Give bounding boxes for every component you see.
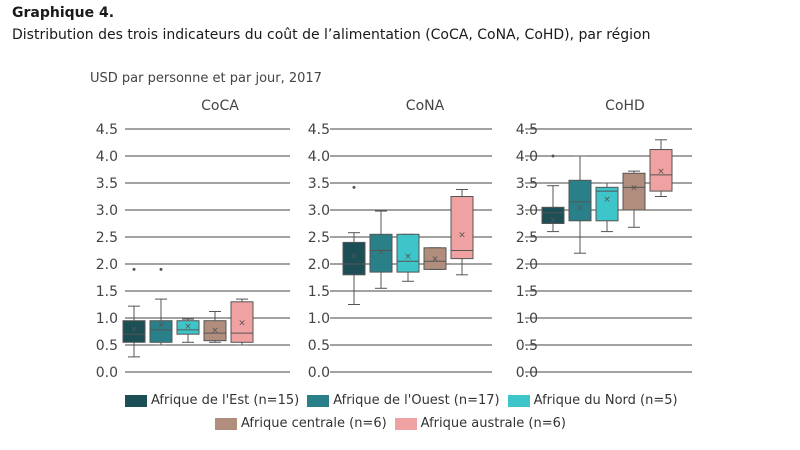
y-tick-label-coca: 0.5: [96, 338, 118, 354]
legend-swatch-afrique-nord: [507, 394, 530, 407]
y-tick-label-cona: 2.5: [308, 230, 330, 246]
y-tick-label-cona: 1.5: [308, 284, 330, 300]
y-tick-label-cona: 3.0: [308, 203, 330, 219]
y-tick-label-cohd: 3.0: [516, 203, 538, 219]
y-tick-label-coca: 0.0: [96, 365, 118, 381]
legend-swatch-afrique-australe: [394, 417, 417, 430]
y-tick-label-cohd: 4.0: [516, 149, 538, 165]
coca-box-3-iqr: [203, 320, 227, 342]
coca-box-2-mean-marker: ×: [184, 322, 192, 332]
y-tick-label-cohd: 2.5: [516, 230, 538, 246]
legend-item-afrique-nord: Afrique du Nord (n=5): [507, 393, 678, 408]
cohd-box-1-mean-marker: ×: [576, 203, 584, 213]
cona-box-2-iqr: [396, 233, 420, 273]
coca-box-1-outlier: [159, 267, 163, 271]
y-tick-label-cohd: 0.0: [516, 365, 538, 381]
y-tick-label-cona: 4.5: [308, 122, 330, 138]
y-tick-label-cona: 2.0: [308, 257, 330, 273]
y-tick-label-coca: 2.0: [96, 257, 118, 273]
cona-box-0-iqr: [342, 241, 366, 276]
coca-box-2-iqr: [176, 320, 200, 335]
y-tick-label-coca: 2.5: [96, 230, 118, 246]
panel-title-cona: CoNA: [406, 98, 445, 114]
cona-box-3-iqr: [423, 247, 447, 270]
cona-box-2-mean-marker: ×: [404, 252, 412, 262]
cohd-box-0-mean-marker: ×: [549, 216, 557, 226]
cona-box-3-mean-marker: ×: [431, 255, 439, 265]
coca-box-0-mean-marker: ×: [130, 325, 138, 335]
y-tick-label-cona: 0.0: [308, 365, 330, 381]
y-tick-label-coca: 4.5: [96, 122, 118, 138]
cohd-box-0-iqr: [541, 206, 565, 225]
cohd-box-4-mean-marker: ×: [657, 167, 665, 177]
legend-label-afrique-centrale: Afrique centrale (n=6): [241, 416, 387, 431]
legend-label-afrique-est: Afrique de l'Est (n=15): [151, 393, 300, 408]
cona-box-0-outlier: [352, 185, 356, 189]
y-axis-unit-label: USD par personne et par jour, 2017: [90, 71, 322, 86]
cohd-box-3-mean-marker: ×: [630, 183, 638, 193]
cona-box-4-mean-marker: ×: [458, 230, 466, 240]
figure-subtitle: Distribution des trois indicateurs du co…: [12, 27, 651, 43]
cohd-box-2-iqr: [595, 186, 619, 222]
legend-item-afrique-australe: Afrique australe (n=6): [394, 416, 566, 431]
legend-label-afrique-ouest: Afrique de l'Ouest (n=17): [333, 393, 500, 408]
y-tick-label-cohd: 1.5: [516, 284, 538, 300]
y-tick-label-cona: 0.5: [308, 338, 330, 354]
cohd-box-4-iqr: [649, 149, 673, 192]
legend-row-2: Afrique centrale (n=6) Afrique australe …: [215, 416, 574, 431]
coca-box-1-iqr: [149, 320, 173, 343]
cona-box-0-mean-marker: ×: [350, 252, 358, 262]
y-tick-label-coca: 3.0: [96, 203, 118, 219]
legend-swatch-afrique-est: [125, 394, 147, 407]
legend-swatch-afrique-centrale: [215, 417, 237, 430]
cohd-box-3-iqr: [622, 172, 646, 211]
legend-label-afrique-australe: Afrique australe (n=6): [420, 416, 566, 431]
legend-label-afrique-nord: Afrique du Nord (n=5): [533, 393, 678, 408]
legend-item-afrique-centrale: Afrique centrale (n=6): [215, 416, 387, 431]
y-tick-label-coca: 4.0: [96, 149, 118, 165]
cona-box-1-mean-marker: ×: [377, 248, 385, 258]
y-tick-label-coca: 1.5: [96, 284, 118, 300]
legend-item-afrique-est: Afrique de l'Est (n=15): [125, 393, 299, 408]
cona-box-1-iqr: [369, 233, 393, 273]
coca-box-0-iqr: [122, 320, 146, 343]
coca-box-1-mean-marker: ×: [157, 320, 165, 330]
y-tick-label-coca: 3.5: [96, 176, 118, 192]
y-tick-label-cohd: 0.5: [516, 338, 538, 354]
coca-box-3-mean-marker: ×: [211, 326, 219, 336]
y-tick-label-coca: 1.0: [96, 311, 118, 327]
figure-title: Graphique 4.: [12, 5, 115, 21]
y-tick-label-cohd: 1.0: [516, 311, 538, 327]
legend-swatch-afrique-ouest: [307, 394, 330, 407]
coca-box-4-iqr: [230, 301, 254, 343]
cohd-box-0-outlier: [551, 154, 555, 158]
cohd-box-2-mean-marker: ×: [603, 195, 611, 205]
y-tick-label-cohd: 3.5: [516, 176, 538, 192]
cohd-box-1-iqr: [568, 179, 592, 222]
y-tick-label-cona: 3.5: [308, 176, 330, 192]
panel-title-cohd: CoHD: [605, 98, 645, 114]
y-tick-label-cohd: 2.0: [516, 257, 538, 273]
y-tick-label-cona: 1.0: [308, 311, 330, 327]
panel-title-coca: CoCA: [201, 98, 239, 114]
coca-box-0-outlier: [132, 267, 136, 271]
y-tick-label-cona: 4.0: [308, 149, 330, 165]
cona-box-4-iqr: [450, 196, 474, 260]
coca-box-4-mean-marker: ×: [238, 318, 246, 328]
legend-row-1: Afrique de l'Est (n=15) Afrique de l'Oue…: [125, 393, 686, 408]
y-tick-label-cohd: 4.5: [516, 122, 538, 138]
legend-item-afrique-ouest: Afrique de l'Ouest (n=17): [307, 393, 500, 408]
